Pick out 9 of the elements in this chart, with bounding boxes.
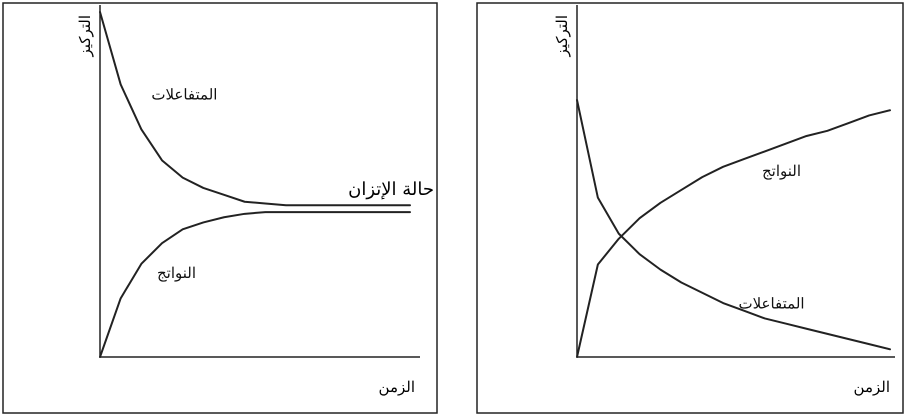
y-axis-title: التركيز bbox=[76, 15, 94, 58]
series-label: المتفاعلات bbox=[738, 294, 805, 313]
x-axis-title: الزمن bbox=[378, 378, 415, 396]
x-axis-title: الزمن bbox=[854, 378, 890, 396]
y-axis-title: التركيز bbox=[553, 15, 571, 58]
series-label: المتفاعلات bbox=[151, 85, 218, 104]
series-label: النواتج bbox=[762, 162, 802, 180]
annotation: حالة الإتزان bbox=[348, 179, 434, 200]
series-label: النواتج bbox=[157, 264, 196, 282]
